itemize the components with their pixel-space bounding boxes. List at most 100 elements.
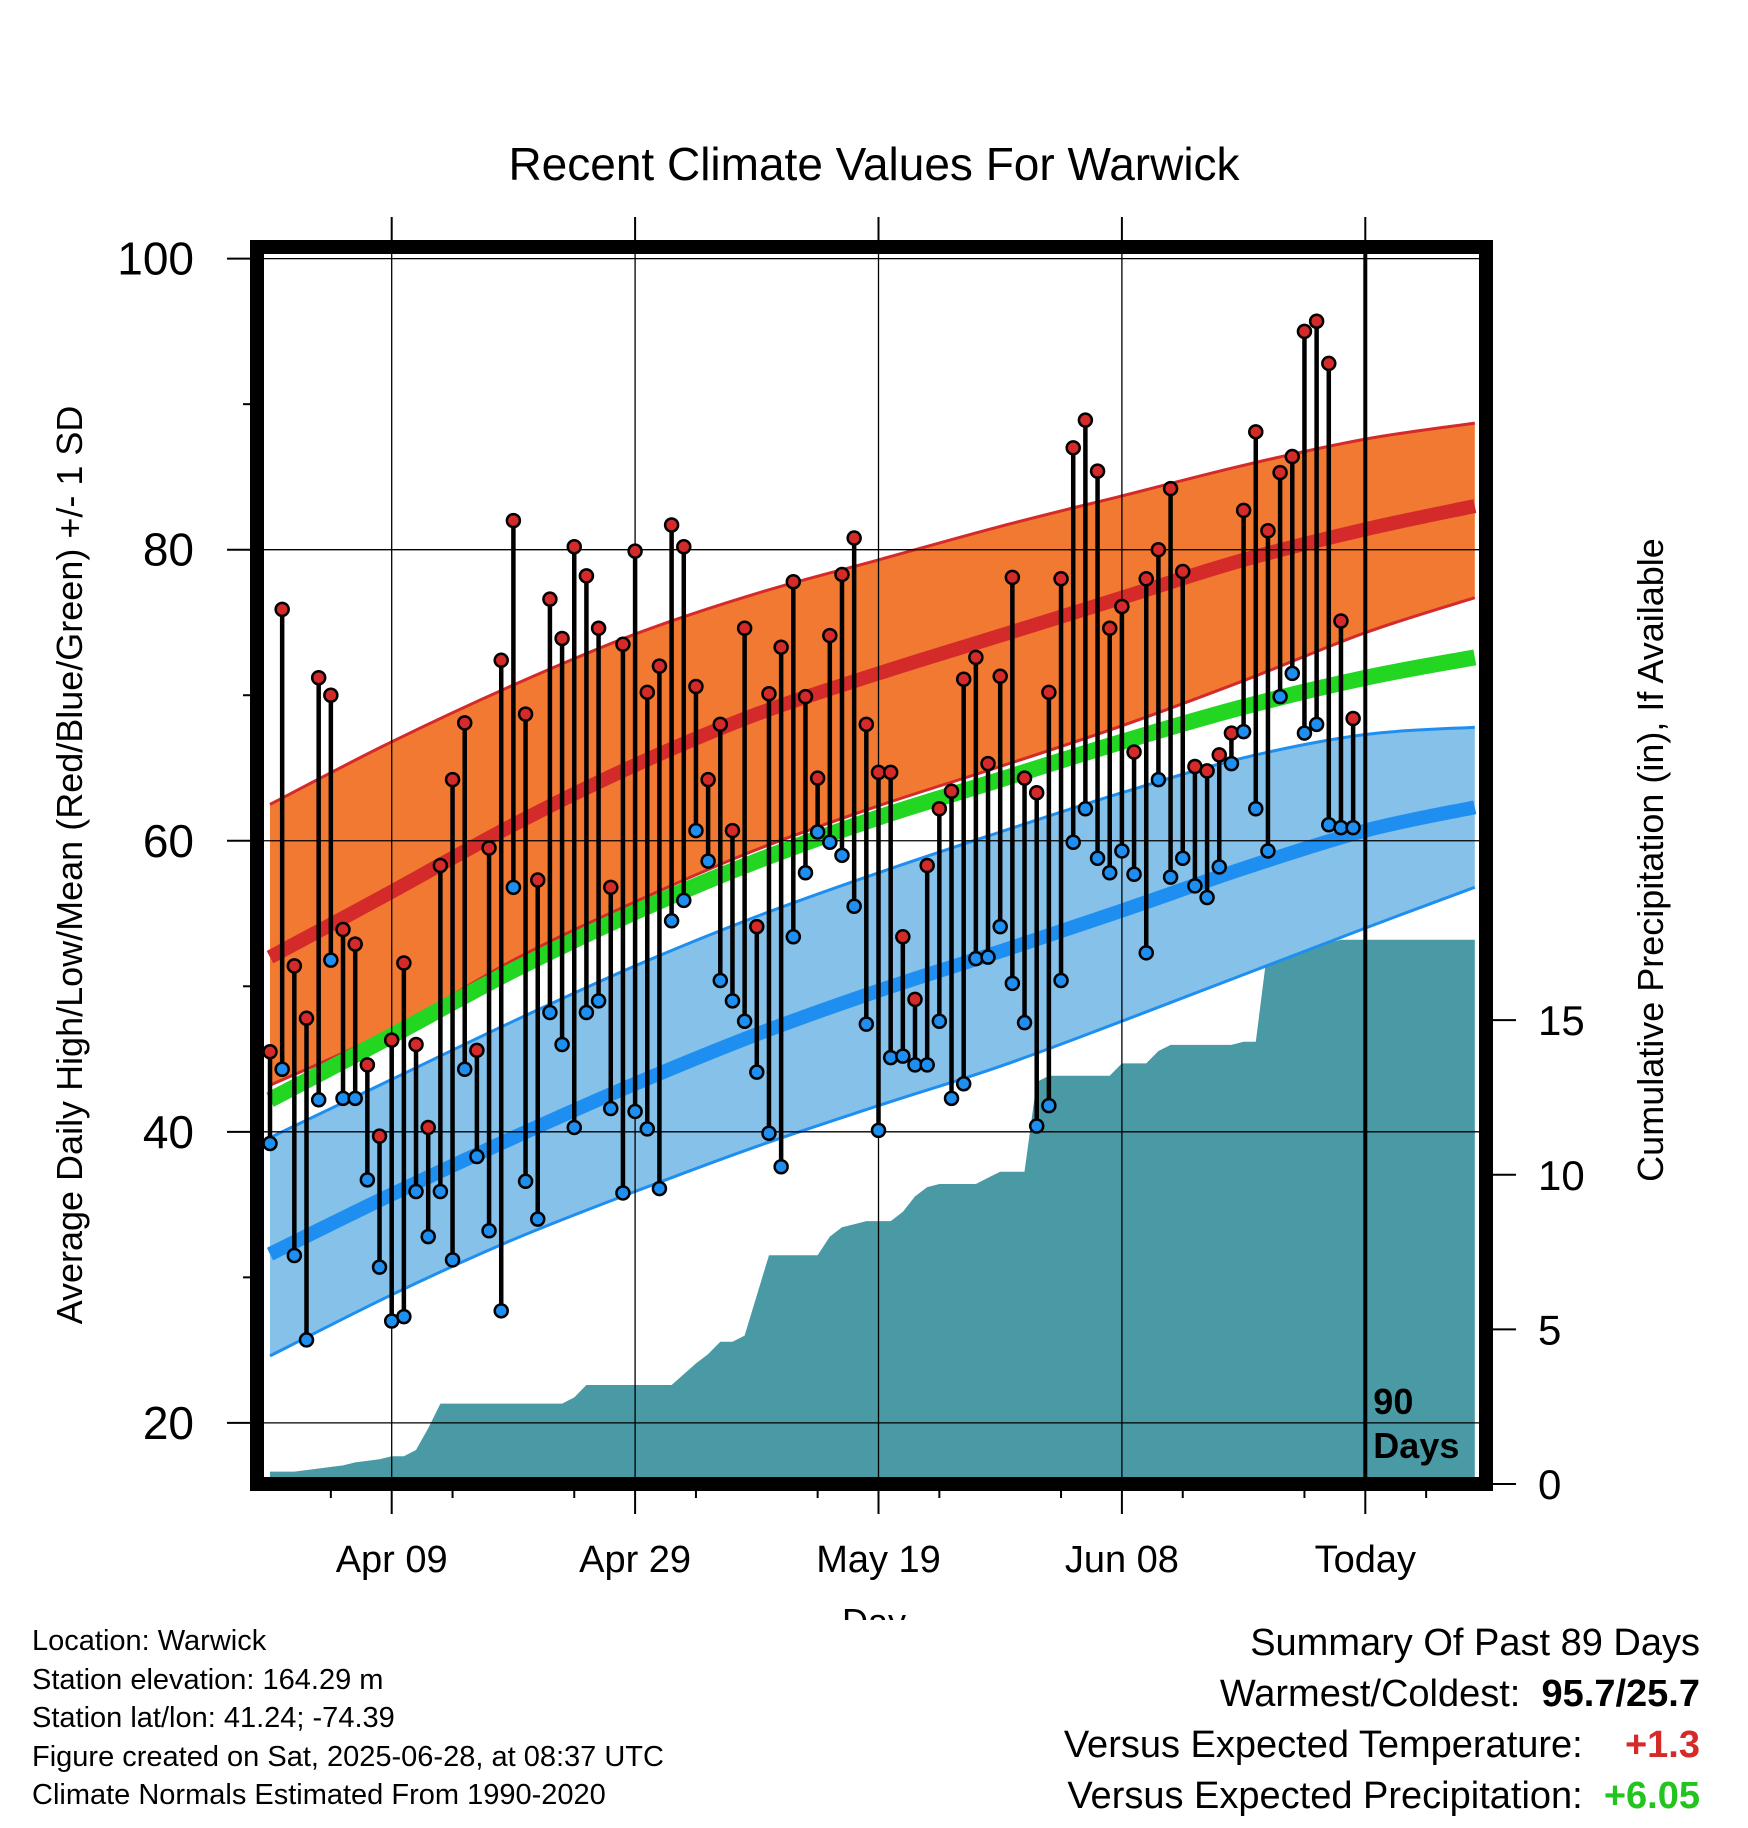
daily-high-point xyxy=(1199,763,1215,779)
daily-low-point xyxy=(1235,723,1252,740)
daily-low-point xyxy=(1150,771,1167,788)
warmest-coldest-label: Warmest/Coldest: xyxy=(1219,1673,1521,1715)
daily-high-point xyxy=(992,668,1008,685)
daily-high-point xyxy=(1248,424,1264,440)
daily-low-point xyxy=(1187,878,1203,894)
station-info: Location: Warwick Station elevation: 164… xyxy=(32,1622,664,1815)
daily-low-point xyxy=(834,847,850,864)
daily-low-point xyxy=(456,1061,473,1077)
daily-low-point xyxy=(432,1183,449,1200)
daily-low-point xyxy=(736,1013,753,1029)
latlon-text: Station lat/lon: 41.24; -74.39 xyxy=(32,1702,395,1735)
daily-high-point xyxy=(1308,313,1325,329)
daily-low-point xyxy=(639,1121,656,1137)
high-sd-band xyxy=(270,423,1475,1086)
daily-low-point xyxy=(1065,834,1081,850)
daily-low-point xyxy=(505,879,522,896)
daily-high-point xyxy=(396,955,412,971)
y2-tick-label: 10 xyxy=(1538,1152,1585,1199)
daily-high-point xyxy=(1175,563,1191,580)
daily-high-point xyxy=(1235,502,1252,519)
daily-high-point xyxy=(578,568,595,584)
daily-high-point xyxy=(359,1057,376,1073)
daily-high-point xyxy=(1162,480,1179,497)
daily-low-point xyxy=(347,1090,363,1107)
daily-low-point xyxy=(943,1090,960,1107)
daily-low-point xyxy=(481,1223,497,1239)
coldest-value: 25.7 xyxy=(1626,1673,1700,1715)
daily-low-point xyxy=(1308,716,1325,733)
daily-high-point xyxy=(1114,598,1130,615)
daily-high-point xyxy=(834,566,850,583)
daily-low-point xyxy=(1175,850,1191,866)
daily-low-point xyxy=(992,918,1008,935)
daily-high-point xyxy=(785,573,802,590)
daily-low-point xyxy=(870,1122,887,1139)
y2-tick-label: 5 xyxy=(1538,1306,1561,1353)
daily-low-point xyxy=(542,1004,558,1021)
daily-low-point xyxy=(1126,866,1142,882)
y-tick-label: 20 xyxy=(143,1397,194,1449)
daily-high-point xyxy=(846,530,862,546)
daily-low-point xyxy=(1077,800,1094,817)
daily-low-point xyxy=(1272,688,1288,705)
daily-low-point xyxy=(627,1103,643,1120)
daily-high-point xyxy=(432,857,449,874)
daily-low-point xyxy=(1114,843,1130,859)
y-tick-label: 40 xyxy=(143,1106,194,1158)
daily-high-point xyxy=(651,658,668,674)
low-sd-band xyxy=(270,727,1475,1356)
elevation-text: Station elevation: 164.29 m xyxy=(32,1663,384,1696)
y-axis-label: Average Daily High/Low/Mean (Red/Blue/Gr… xyxy=(49,406,90,1325)
daily-low-point xyxy=(846,898,862,914)
x-axis-label: Day xyxy=(842,1601,906,1620)
daily-low-point xyxy=(323,952,339,968)
daily-high-point xyxy=(310,670,327,686)
daily-low-point xyxy=(1101,865,1118,881)
daily-low-point xyxy=(895,1048,911,1064)
daily-high-point xyxy=(1028,784,1045,801)
daily-low-point xyxy=(262,1135,278,1152)
daily-low-point xyxy=(1199,889,1215,906)
x-tick-label: May 19 xyxy=(816,1539,941,1581)
daily-high-point xyxy=(1284,448,1301,465)
temperature-anomaly-label: Versus Expected Temperature: xyxy=(1063,1724,1583,1766)
daily-high-point xyxy=(797,688,814,705)
precipitation-anomaly-value: +6.05 xyxy=(1603,1775,1700,1817)
daily-low-point xyxy=(1223,755,1240,772)
daily-high-point xyxy=(943,783,960,800)
daily-low-point xyxy=(688,822,704,839)
daily-low-point xyxy=(749,1064,765,1080)
daily-low-point xyxy=(858,1016,875,1032)
daily-low-point xyxy=(371,1259,388,1275)
created-text: Figure created on Sat, 2025-06-28, at 08… xyxy=(32,1740,664,1773)
daily-high-point xyxy=(566,539,582,555)
daily-high-point xyxy=(882,764,899,781)
daily-high-point xyxy=(858,716,875,733)
daily-high-point xyxy=(481,840,497,856)
daily-high-point xyxy=(615,636,631,653)
daily-high-point xyxy=(907,991,923,1008)
summary-panel: Summary Of Past 89 Days Warmest/Coldest:… xyxy=(1064,1618,1700,1822)
summary-heading: Summary Of Past 89 Days xyxy=(1250,1622,1700,1664)
daily-low-point xyxy=(1321,817,1337,833)
daily-low-point xyxy=(554,1036,570,1053)
daily-low-point xyxy=(773,1158,789,1175)
daily-high-point xyxy=(298,1010,315,1027)
daily-high-point xyxy=(1272,464,1288,481)
daily-high-point xyxy=(1138,571,1154,587)
daily-high-point xyxy=(420,1119,436,1136)
daily-low-point xyxy=(469,1148,485,1165)
daily-low-point xyxy=(1041,1097,1057,1114)
daily-high-point xyxy=(724,822,741,839)
daily-high-point xyxy=(1333,613,1349,629)
daily-high-point xyxy=(347,936,363,952)
daily-low-point xyxy=(919,1057,935,1073)
daily-low-point xyxy=(1296,725,1313,741)
daily-high-point xyxy=(1126,744,1142,760)
daily-low-point xyxy=(517,1173,534,1190)
daily-high-point xyxy=(493,652,509,669)
daily-high-point xyxy=(469,1042,485,1059)
daily-low-point xyxy=(980,949,996,965)
